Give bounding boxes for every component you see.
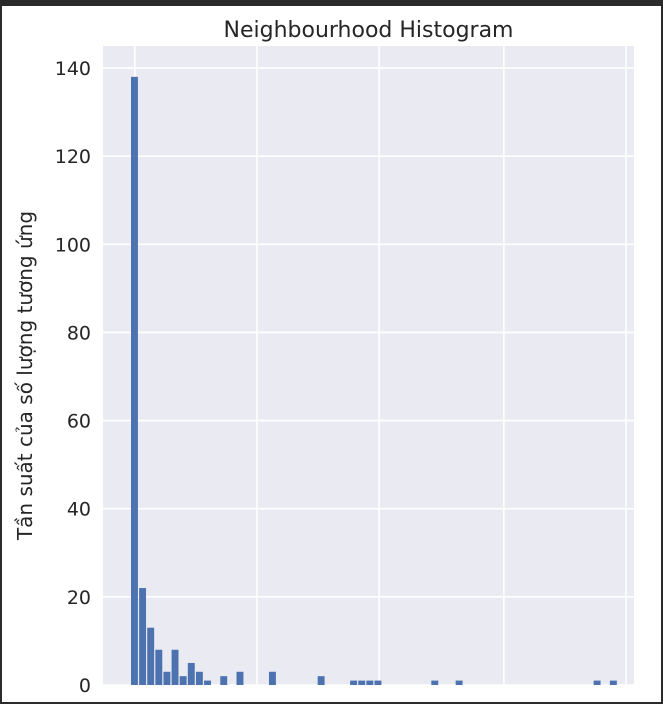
histogram-bar (179, 676, 187, 685)
histogram-bar (171, 649, 179, 685)
histogram-bar (204, 680, 211, 685)
y-tick-label: 100 (55, 234, 91, 256)
histogram-bars (131, 76, 617, 686)
histogram-bar (455, 680, 463, 685)
y-tick-label: 20 (67, 587, 91, 609)
chart-title: Neighbourhood Histogram (224, 18, 514, 43)
y-axis-label: Tần suất của số lượng tương ứng (13, 211, 37, 541)
histogram-bar (609, 680, 617, 685)
histogram-bar (374, 680, 382, 685)
histogram-bar (187, 662, 195, 685)
plot-background (103, 46, 634, 685)
y-tick-label: 60 (67, 411, 91, 433)
histogram-bar (593, 680, 601, 685)
histogram-bar (236, 671, 244, 685)
y-tick-label: 40 (67, 499, 91, 521)
histogram-bar (317, 676, 325, 685)
y-tick-label: 140 (55, 58, 91, 80)
histogram-bar (350, 680, 358, 685)
histogram-bar (195, 671, 203, 685)
histogram-chart: 0 20 40 60 80 100 120 140 Neighbourhood Histogr… (13, 18, 634, 697)
histogram-bar (431, 680, 439, 685)
y-tick-labels: 0 20 40 60 80 100 120 140 (55, 58, 91, 697)
grid-lines (103, 46, 634, 686)
histogram-bar (366, 680, 374, 685)
histogram-bar (139, 588, 147, 685)
y-tick-label: 80 (67, 322, 91, 344)
y-tick-label: 120 (55, 146, 91, 168)
histogram-bar (220, 676, 228, 685)
histogram-bar (163, 671, 171, 685)
y-tick-label: 0 (79, 675, 91, 697)
histogram-bar (131, 76, 138, 686)
histogram-bar (155, 649, 163, 685)
histogram-bar (147, 627, 155, 685)
histogram-bar (358, 680, 366, 685)
histogram-bar (268, 671, 276, 685)
